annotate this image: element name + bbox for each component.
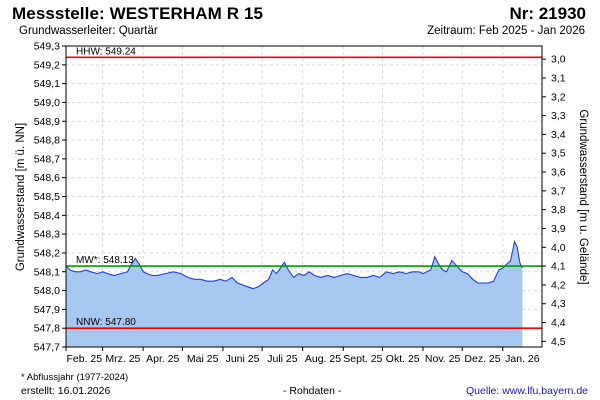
footnote: * Abflussjahr (1977-2024) (21, 372, 129, 383)
x-tick-label: Sept. 25 (343, 353, 382, 365)
y2-tick-label: 3,2 (551, 91, 566, 103)
y2-tick-label: 3,1 (551, 72, 566, 84)
x-tick-label: Mai 25 (187, 353, 219, 365)
y2-tick-label: 4,1 (551, 261, 566, 273)
y-tick-label: 548,4 (34, 210, 60, 222)
period-label: Zeitraum: Feb 2025 - Jan 2026 (427, 25, 585, 37)
x-tick-label: Dez. 25 (464, 353, 500, 365)
y-tick-label: 548,7 (34, 153, 60, 165)
x-tick-label: Aug. 25 (305, 353, 341, 365)
y2-tick-label: 4,3 (551, 298, 566, 310)
y-tick-label: 548,6 (34, 172, 60, 184)
x-tick-label: Juli 25 (267, 353, 298, 365)
reference-line-label: HHW: 549.24 (76, 46, 136, 57)
y-tick-label: 548,8 (34, 135, 60, 147)
reference-line-label: NNW: 547.80 (76, 317, 136, 328)
series-fill (66, 241, 523, 347)
y2-tick-label: 4,2 (551, 279, 566, 291)
raw-data-note: - Rohdaten - (283, 385, 342, 397)
y-tick-label: 547,7 (34, 342, 60, 354)
x-tick-label: Feb. 25 (67, 353, 103, 365)
y-tick-label: 548,9 (34, 116, 60, 128)
x-tick-label: Nov. 25 (425, 353, 461, 365)
reference-line-label: MW*: 548.13 (76, 255, 134, 266)
y-tick-label: 548,5 (34, 191, 60, 203)
x-tick-label: Okt. 25 (386, 353, 420, 365)
y-tick-label: 548,0 (34, 285, 60, 297)
chart-title: Messstelle: WESTERHAM R 15 (12, 4, 264, 23)
series-line (65, 240, 523, 290)
source-link[interactable]: Quelle: www.lfu.bayern.de (466, 385, 588, 397)
reference-lines: HHW: 549.24 MW*: 548.13 NNW: 547.80 (66, 46, 542, 329)
y2-tick-label: 3,8 (551, 204, 566, 216)
y-tick-label: 548,2 (34, 247, 60, 259)
series-area (65, 240, 523, 347)
aquifer-subtitle: Grundwasserleiter: Quartär (19, 25, 158, 37)
created-date: erstellt: 16.01.2026 (21, 385, 111, 397)
y-tick-label: 549,1 (34, 78, 60, 90)
y-tick-label: 549,0 (34, 97, 60, 109)
y-tick-label: 547,9 (34, 304, 60, 316)
y2-tick-label: 3,9 (551, 223, 566, 235)
station-number: Nr: 21930 (509, 4, 586, 23)
x-tick-label: Mrz. 25 (105, 353, 140, 365)
x-tick-label: Juni 25 (226, 353, 260, 365)
y2-tick-label: 3,5 (551, 148, 566, 160)
y2-tick-label: 3,7 (551, 185, 566, 197)
y2-axis-label: Grundwasserstand [m u. Gelände] (577, 109, 589, 284)
y2-tick-label: 3,6 (551, 167, 566, 179)
y2-tick-label: 3,3 (551, 110, 566, 122)
y2-tick-label: 4,0 (551, 242, 566, 254)
x-tick-label: Jan. 26 (505, 353, 540, 365)
y2-tick-label: 4,5 (551, 336, 566, 348)
y2-tick-label: 3,0 (551, 54, 566, 66)
y2-tick-label: 3,4 (551, 129, 566, 141)
y-tick-label: 548,3 (34, 229, 60, 241)
y-axis-label: Grundwasserstand [m ü. NN] (15, 123, 27, 271)
y-tick-label: 549,2 (34, 59, 60, 71)
y2-tick-label: 4,4 (551, 317, 566, 329)
y-tick-label: 549,3 (34, 41, 60, 53)
y-tick-label: 547,8 (34, 323, 60, 335)
y-tick-label: 548,1 (34, 266, 60, 278)
axes: 547,7 547,8 547,9 548,0 548,1 548,2 548,3 548,4… (34, 41, 566, 366)
x-tick-label: Apr. 25 (146, 353, 179, 365)
